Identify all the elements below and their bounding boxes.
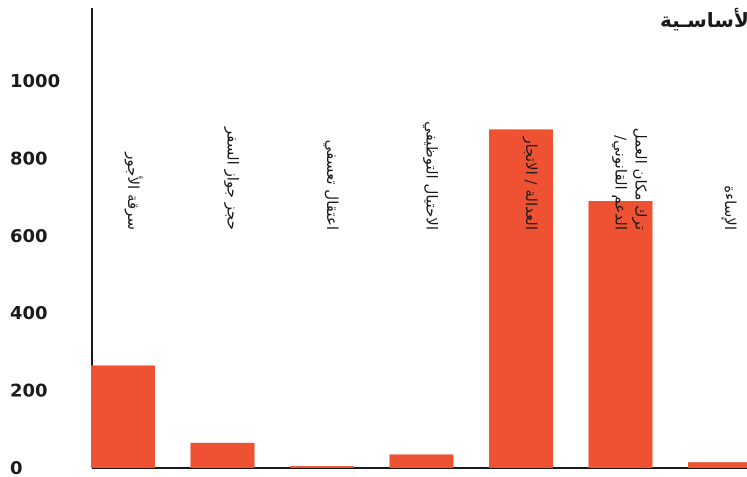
category-label: حجز جواز السفر xyxy=(224,126,242,230)
category-label: الدعم القانوني/ترك مكان العمل xyxy=(611,128,650,230)
y-tick-label: 400 xyxy=(10,303,48,324)
bar xyxy=(290,466,354,468)
y-tick-label: 800 xyxy=(10,148,48,169)
bar-labels: سرقة الأجور حجز جواز السفر اعتقال تعسفي الا… xyxy=(124,121,739,230)
bars xyxy=(91,129,747,468)
chart-title: توزيـع الأفراد حسـب قضيـة المناصرة الأسا… xyxy=(660,7,747,32)
bar xyxy=(91,365,155,468)
category-label: الإساءة xyxy=(721,185,739,230)
bar xyxy=(389,454,454,468)
y-tick-label: 1000 xyxy=(10,71,60,92)
bar xyxy=(588,200,653,468)
category-label: العدالة / الاتجار xyxy=(522,135,540,230)
category-label: سرقة الأجور xyxy=(124,151,143,230)
y-tick-labels: 0 200 400 600 800 1000 xyxy=(10,71,60,477)
category-label: اعتقال تعسفي xyxy=(322,140,341,230)
category-label-line: اعتقال تعسفي xyxy=(322,140,341,230)
bar xyxy=(489,129,553,468)
category-label: الاحتيال التوظيفي xyxy=(422,121,441,230)
category-label-line: حجز جواز السفر xyxy=(224,126,242,230)
bar xyxy=(190,442,255,468)
category-label-line: الدعم القانوني/ xyxy=(611,135,630,230)
y-tick-label: 0 xyxy=(10,458,23,477)
y-tick-label: 600 xyxy=(10,226,48,247)
category-label-line: الاحتيال التوظيفي xyxy=(422,121,441,230)
category-label-line: العدالة / الاتجار xyxy=(522,135,540,230)
category-label-line: ترك مكان العمل xyxy=(632,128,650,230)
category-label-line: الإساءة xyxy=(721,185,739,230)
y-tick-label: 200 xyxy=(10,381,48,402)
bar xyxy=(688,462,747,468)
category-label-line: سرقة الأجور xyxy=(124,151,143,230)
